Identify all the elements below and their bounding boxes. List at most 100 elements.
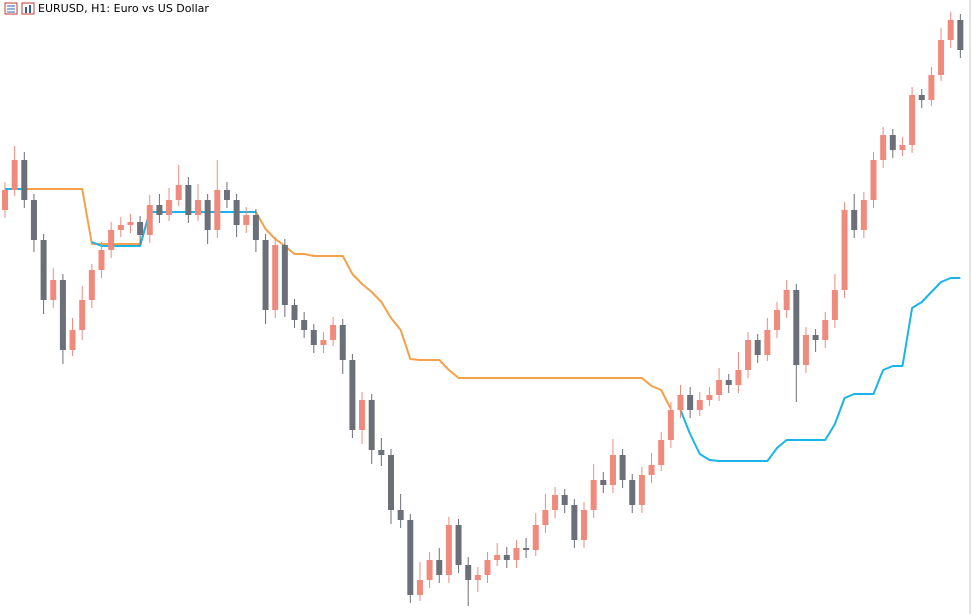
candle-body <box>59 280 66 350</box>
candle-body <box>523 548 530 550</box>
candle-body <box>214 190 221 230</box>
candle-body <box>658 440 665 465</box>
candle-body <box>918 95 925 100</box>
window-icons <box>4 2 35 15</box>
candle-body <box>388 455 394 510</box>
candle-body <box>822 320 829 340</box>
candle-body <box>571 505 578 540</box>
candle-body <box>754 340 761 355</box>
candle-body <box>716 380 723 395</box>
candle-body <box>262 240 269 310</box>
candle-body <box>281 245 288 305</box>
candle-body <box>938 40 945 75</box>
candle-body <box>648 465 655 475</box>
indicator-line <box>5 188 672 410</box>
candle-body <box>870 160 877 200</box>
candle-body <box>30 200 37 240</box>
candle-body <box>349 360 356 430</box>
candle-body <box>79 300 86 330</box>
candle-body <box>50 280 57 300</box>
candle-body <box>687 395 694 410</box>
candle-body <box>696 400 703 410</box>
candle-body <box>291 305 298 320</box>
candle-body <box>783 290 790 310</box>
candle-body <box>2 190 8 210</box>
candle-body <box>21 160 28 200</box>
candle-body <box>416 580 423 595</box>
candle-body <box>117 225 124 230</box>
candle-body <box>802 335 809 365</box>
candle-body <box>185 185 192 215</box>
candle-body <box>98 250 105 270</box>
candle-body <box>619 455 626 480</box>
candle-body <box>368 400 375 450</box>
candle-body <box>69 330 76 350</box>
candle-body <box>725 380 732 385</box>
candle-body <box>841 210 848 290</box>
candle-body <box>860 200 867 230</box>
candle-body <box>359 400 366 430</box>
candle-body <box>195 200 201 215</box>
candle-body <box>436 560 443 575</box>
candle-body <box>542 510 549 525</box>
candle-body <box>899 145 906 150</box>
candle-body <box>851 210 858 230</box>
candle-body <box>552 495 559 510</box>
icon-bar <box>25 7 27 13</box>
candle-body <box>957 20 964 50</box>
candle-body <box>561 495 568 505</box>
candle-body <box>735 370 742 385</box>
candle-body <box>445 525 452 575</box>
candle-body <box>484 560 491 575</box>
candle-body <box>494 555 501 560</box>
candle-body <box>880 135 887 160</box>
candle-body <box>928 75 935 100</box>
candle-body <box>889 135 896 150</box>
candle-body <box>513 548 520 560</box>
candle-body <box>137 222 144 235</box>
candle-body <box>243 215 250 225</box>
candle-body <box>426 560 433 580</box>
candle-body <box>812 335 819 340</box>
candle-body <box>831 290 838 320</box>
candle-body <box>156 205 163 215</box>
candle-body <box>609 455 616 485</box>
plot-area <box>2 12 964 606</box>
candle-body <box>706 395 713 400</box>
candle-body <box>272 245 279 310</box>
candle-body <box>378 450 385 455</box>
candle-body <box>532 525 539 550</box>
candle-body <box>175 185 182 200</box>
candle-body <box>310 330 317 345</box>
candle-body <box>252 215 259 240</box>
candle-body <box>793 290 800 365</box>
candle-body <box>455 525 462 565</box>
icon-chart <box>21 2 35 15</box>
candle-body <box>407 520 414 595</box>
candle-body <box>320 340 327 345</box>
candle-body <box>127 222 134 225</box>
candle-body <box>600 480 607 485</box>
candle-body <box>204 200 211 230</box>
icon-bar <box>29 5 31 13</box>
candle-body <box>146 205 153 235</box>
candle-body <box>166 200 173 215</box>
chart-title: EURUSD, H1: Euro vs US Dollar <box>38 2 209 15</box>
candle-body <box>677 395 684 410</box>
candle-body <box>474 575 481 580</box>
candle-body <box>233 200 240 225</box>
candle-body <box>764 330 771 355</box>
candle-body <box>11 160 18 190</box>
candle-body <box>909 95 916 145</box>
candle-body <box>947 20 954 40</box>
candle-body <box>667 410 674 440</box>
candle-body <box>465 565 472 580</box>
candle-body <box>629 480 636 505</box>
candle-body <box>301 320 308 330</box>
candle-body <box>590 480 597 510</box>
candle-body <box>108 230 115 250</box>
candle-body <box>638 475 645 505</box>
